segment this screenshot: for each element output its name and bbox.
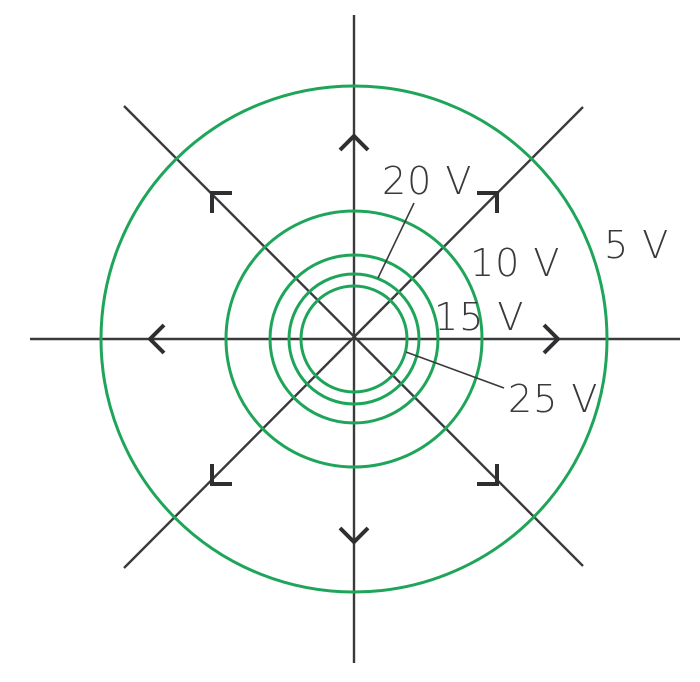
arrow-down <box>338 526 370 545</box>
label-25v: 25 V <box>508 377 598 421</box>
equipotential-15v <box>268 253 440 425</box>
arrow-down-left <box>210 464 232 486</box>
field-line-diagonal-up <box>123 106 584 569</box>
label-20v: 20 V <box>382 159 472 203</box>
voltage-labels: 20 V 10 V 5 V 15 V 25 V <box>382 159 669 421</box>
field-lines <box>30 15 680 663</box>
arrow-up <box>338 133 370 152</box>
label-10v: 10 V <box>470 241 560 285</box>
field-arrows <box>147 133 561 545</box>
equipotential-20v <box>287 272 421 406</box>
arrow-right <box>542 323 561 355</box>
arrow-up-right <box>477 191 499 213</box>
arrow-up-left <box>210 191 232 213</box>
leader-25v <box>405 351 505 389</box>
label-15v: 15 V <box>434 295 524 339</box>
arrow-left <box>147 323 166 355</box>
label-5v: 5 V <box>604 223 669 267</box>
arrow-down-right <box>477 464 499 486</box>
equipotential-25v <box>299 284 409 394</box>
label-leaders <box>377 202 505 389</box>
equipotential-10v <box>224 209 484 469</box>
leader-20v <box>377 202 415 279</box>
equipotential-5v <box>99 84 609 594</box>
equipotential-lines <box>99 84 609 594</box>
